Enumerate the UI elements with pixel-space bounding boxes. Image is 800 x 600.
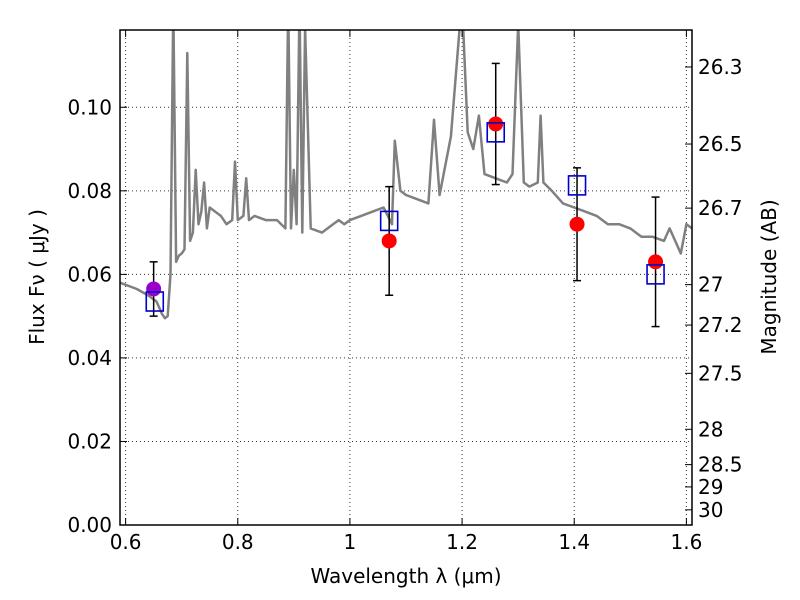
magnitude-tick-label: 27: [698, 273, 723, 297]
model-flux-square: [379, 210, 399, 232]
x-tick-label: 0.6: [110, 530, 142, 554]
observed-flux-point: [488, 116, 504, 132]
magnitude-tick-label: 30: [698, 498, 723, 522]
spectrum-curve-layer: [120, 30, 692, 320]
magnitude-tick-label: 26.3: [698, 55, 743, 79]
magnitude-tick-label: 26.5: [698, 132, 743, 156]
observed-flux-point-purple: [146, 281, 162, 297]
plot-frame: [119, 29, 693, 526]
observed-flux-point: [381, 233, 397, 249]
x-axis-ticks: 0.6 0.8 1 1.2 1.4 1.6: [110, 30, 702, 554]
spectrum-line: [120, 30, 692, 320]
model-flux-square: [646, 264, 665, 285]
magnitude-tick-label: 27.5: [698, 361, 743, 385]
model-flux-square: [486, 122, 506, 143]
y-axis-label: Flux Fν ( μJy ): [25, 209, 49, 345]
photometry-markers: [145, 62, 665, 328]
observed-flux-point: [569, 216, 585, 232]
x-tick-label: 0.8: [222, 530, 254, 554]
magnitude-tick-label: 29: [698, 475, 723, 499]
magnitude-axis-label: Magnitude (AB): [757, 199, 781, 354]
y-tick-label: 0.00: [67, 513, 112, 537]
y-tick-label: 0.06: [67, 262, 112, 286]
y-tick-label: 0.10: [67, 95, 112, 119]
x-tick-label: 1.6: [670, 530, 702, 554]
x-tick-label: 1.4: [558, 530, 590, 554]
gridlines: [120, 30, 692, 525]
magnitude-tick-label: 28: [698, 417, 723, 441]
magnitude-tick-label: 26.7: [698, 196, 743, 220]
y-axis-ticks: 0.00 0.02 0.04 0.06 0.08 0.10: [67, 95, 127, 537]
x-axis-label: Wavelength λ (μm): [310, 564, 501, 588]
model-flux-square: [145, 291, 165, 312]
magnitude-tick-label: 28.5: [698, 453, 743, 477]
magnitude-tick-label: 27.2: [698, 313, 743, 337]
y-tick-label: 0.04: [67, 346, 112, 370]
x-tick-label: 1: [344, 530, 357, 554]
x-tick-label: 1.2: [446, 530, 478, 554]
y-tick-label: 0.02: [67, 429, 112, 453]
observed-flux-point: [648, 254, 664, 270]
model-flux-square: [567, 175, 587, 196]
y-tick-label: 0.08: [67, 179, 112, 203]
